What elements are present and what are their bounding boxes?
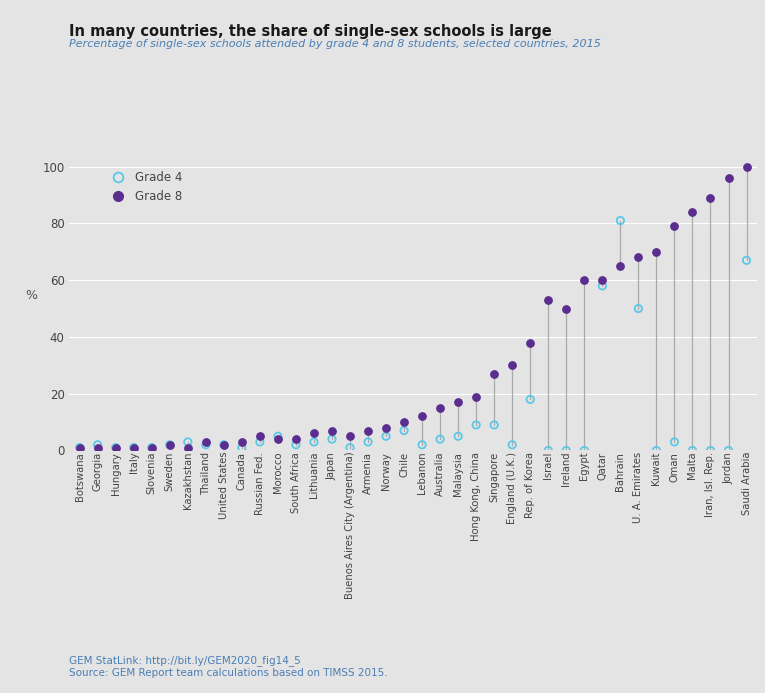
Point	[92, 439, 104, 450]
Point	[452, 431, 464, 442]
Legend: Grade 4, Grade 8: Grade 4, Grade 8	[103, 167, 186, 207]
Point	[145, 442, 158, 453]
Point	[254, 437, 266, 448]
Point	[488, 368, 500, 379]
Point	[326, 425, 338, 436]
Point	[362, 425, 374, 436]
Point	[200, 439, 212, 450]
Point	[470, 391, 482, 402]
Point	[650, 445, 662, 456]
Point	[705, 193, 717, 204]
Point	[398, 416, 410, 428]
Point	[344, 442, 356, 453]
Point	[633, 303, 645, 314]
Point	[398, 425, 410, 436]
Point	[560, 303, 572, 314]
Point	[380, 431, 392, 442]
Point	[181, 442, 194, 453]
Point	[614, 261, 627, 272]
Point	[669, 220, 681, 231]
Point	[272, 431, 284, 442]
Text: In many countries, the share of single-sex schools is large: In many countries, the share of single-s…	[69, 24, 552, 40]
Point	[722, 173, 734, 184]
Point	[741, 161, 753, 172]
Point	[488, 419, 500, 430]
Point	[236, 442, 248, 453]
Point	[741, 255, 753, 266]
Point	[308, 428, 320, 439]
Point	[362, 437, 374, 448]
Point	[164, 439, 176, 450]
Point	[218, 439, 230, 450]
Point	[452, 396, 464, 407]
Point	[506, 439, 519, 450]
Point	[128, 442, 140, 453]
Point	[434, 403, 446, 414]
Point	[272, 434, 284, 445]
Point	[669, 437, 681, 448]
Point	[578, 445, 591, 456]
Point	[722, 445, 734, 456]
Point	[560, 445, 572, 456]
Point	[236, 437, 248, 448]
Point	[254, 431, 266, 442]
Point	[290, 439, 302, 450]
Point	[73, 442, 86, 453]
Point	[109, 442, 122, 453]
Text: %: %	[25, 289, 37, 302]
Point	[308, 437, 320, 448]
Point	[92, 442, 104, 453]
Point	[596, 280, 608, 291]
Point	[290, 434, 302, 445]
Point	[145, 442, 158, 453]
Point	[705, 445, 717, 456]
Point	[109, 442, 122, 453]
Point	[218, 439, 230, 450]
Text: GEM StatLink: http://bit.ly/GEM2020_fig14_5: GEM StatLink: http://bit.ly/GEM2020_fig1…	[69, 655, 301, 666]
Point	[650, 246, 662, 257]
Point	[686, 207, 698, 218]
Point	[578, 274, 591, 286]
Point	[200, 437, 212, 448]
Point	[596, 274, 608, 286]
Point	[326, 434, 338, 445]
Point	[181, 437, 194, 448]
Point	[506, 360, 519, 371]
Point	[416, 439, 428, 450]
Point	[542, 295, 555, 306]
Point	[633, 252, 645, 263]
Point	[434, 434, 446, 445]
Point	[524, 337, 536, 348]
Point	[542, 445, 555, 456]
Point	[164, 439, 176, 450]
Point	[614, 215, 627, 226]
Text: Percentage of single-sex schools attended by grade 4 and 8 students, selected co: Percentage of single-sex schools attende…	[69, 39, 601, 49]
Point	[344, 431, 356, 442]
Point	[470, 419, 482, 430]
Point	[524, 394, 536, 405]
Point	[128, 442, 140, 453]
Point	[73, 442, 86, 453]
Point	[686, 445, 698, 456]
Point	[416, 411, 428, 422]
Text: Source: GEM Report team calculations based on TIMSS 2015.: Source: GEM Report team calculations bas…	[69, 668, 388, 678]
Point	[380, 422, 392, 433]
